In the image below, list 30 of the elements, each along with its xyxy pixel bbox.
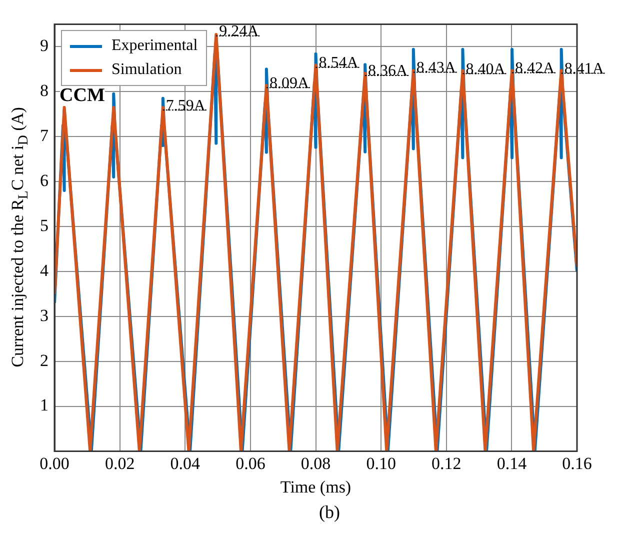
annotation: 8.42A [515, 60, 556, 77]
x-tick-label: 0.16 [562, 454, 592, 473]
annotation: 8.43A [416, 59, 456, 76]
y-tick-label: 5 [40, 216, 48, 235]
annotation: 8.09A [269, 74, 310, 92]
x-tick-label: 0.04 [170, 454, 200, 473]
x-tick-label: 0.00 [40, 454, 70, 473]
annotation: 8.36A [368, 62, 408, 80]
legend-label: Experimental [112, 36, 198, 56]
x-tick-label: 0.08 [300, 454, 331, 473]
annotation: 9.24A [219, 23, 260, 40]
text: (b) [318, 502, 341, 523]
x-tick-label: 0.06 [236, 454, 266, 473]
y-tick-label: 6 [40, 170, 48, 190]
y-tick-label: 3 [40, 306, 48, 325]
annotation: CCM [60, 85, 105, 106]
x-tick-label: 0.02 [104, 454, 135, 473]
y-tick-label: 8 [40, 81, 48, 100]
x-axis-title: Time (ms) [280, 477, 352, 496]
annotation: 8.54A [318, 54, 359, 72]
x-tick-label: 0.12 [432, 454, 462, 473]
annotation: 8.40A [466, 60, 506, 78]
y-tick-label: 2 [40, 350, 48, 370]
y-tick-label: 4 [40, 260, 49, 280]
y-tick-label: 9 [40, 36, 48, 56]
x-tick-label: 0.10 [366, 454, 396, 473]
x-tick-label: 0.14 [496, 454, 528, 473]
y-tick-label: 7 [40, 126, 49, 146]
y-tick-label: 1 [40, 396, 48, 415]
legend-label: Simulation [112, 60, 182, 80]
